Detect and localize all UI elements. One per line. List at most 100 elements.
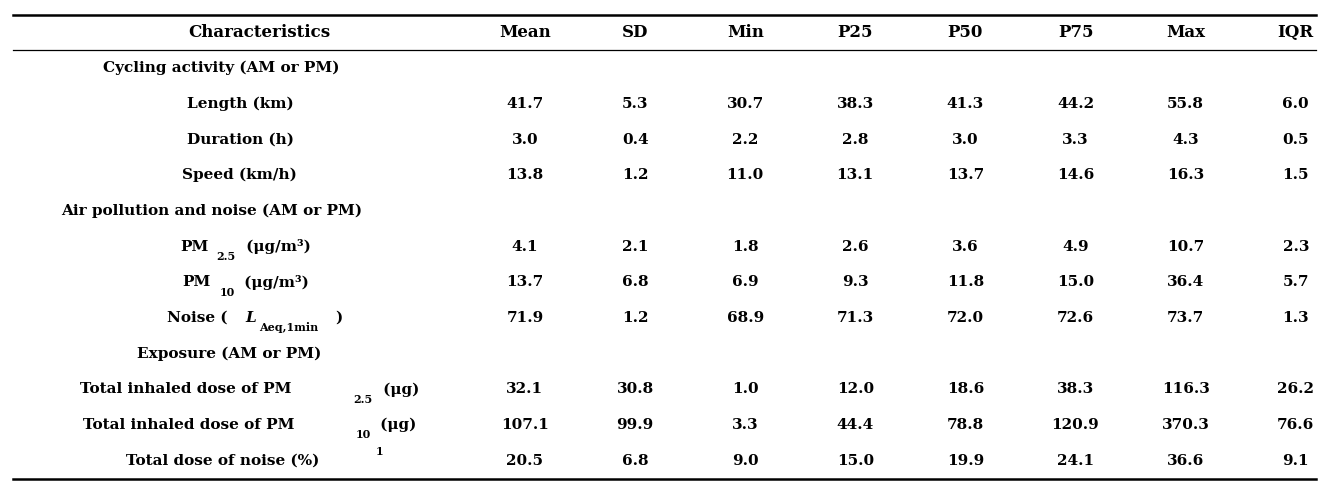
Text: 12.0: 12.0 [837,382,874,397]
Text: Total inhaled dose of PM: Total inhaled dose of PM [80,382,292,397]
Text: 4.9: 4.9 [1062,240,1088,254]
Text: 1.5: 1.5 [1282,168,1309,182]
Text: 30.7: 30.7 [727,97,764,111]
Text: 11.0: 11.0 [727,168,764,182]
Text: ): ) [335,311,343,325]
Text: 36.6: 36.6 [1167,454,1204,468]
Text: SD: SD [622,24,649,41]
Text: 71.3: 71.3 [837,311,874,325]
Text: 5.7: 5.7 [1282,276,1309,289]
Text: 72.0: 72.0 [946,311,983,325]
Text: 1.8: 1.8 [732,240,759,254]
Text: 0.4: 0.4 [622,133,649,147]
Text: 41.7: 41.7 [506,97,544,111]
Text: 1.2: 1.2 [622,168,649,182]
Text: 2.5: 2.5 [217,251,235,262]
Text: Characteristics: Characteristics [189,24,330,41]
Text: 2.5: 2.5 [354,394,372,405]
Text: P25: P25 [837,24,873,41]
Text: 1.2: 1.2 [622,311,649,325]
Text: 0.5: 0.5 [1282,133,1309,147]
Text: 41.3: 41.3 [946,97,983,111]
Text: 5.3: 5.3 [622,97,649,111]
Text: 4.1: 4.1 [512,240,538,254]
Text: 32.1: 32.1 [506,382,544,397]
Text: 44.4: 44.4 [837,418,874,432]
Text: 2.8: 2.8 [843,133,869,147]
Text: 3.0: 3.0 [952,133,978,147]
Text: 9.1: 9.1 [1282,454,1309,468]
Text: 9.0: 9.0 [732,454,759,468]
Text: Aeq,1min: Aeq,1min [259,322,318,333]
Text: 3.6: 3.6 [952,240,978,254]
Text: P50: P50 [948,24,983,41]
Text: 6.8: 6.8 [622,454,649,468]
Text: 13.1: 13.1 [837,168,874,182]
Text: 76.6: 76.6 [1277,418,1314,432]
Text: 71.9: 71.9 [506,311,544,325]
Text: 16.3: 16.3 [1167,168,1204,182]
Text: 2.3: 2.3 [1282,240,1309,254]
Text: 36.4: 36.4 [1167,276,1204,289]
Text: Mean: Mean [500,24,550,41]
Text: 44.2: 44.2 [1057,97,1094,111]
Text: 2.2: 2.2 [732,133,759,147]
Text: 19.9: 19.9 [946,454,983,468]
Text: 2.6: 2.6 [843,240,869,254]
Text: 38.3: 38.3 [1057,382,1094,397]
Text: 24.1: 24.1 [1057,454,1094,468]
Text: 13.7: 13.7 [506,276,544,289]
Text: (μg/m³): (μg/m³) [242,239,311,254]
Text: 6.9: 6.9 [732,276,759,289]
Text: 30.8: 30.8 [617,382,654,397]
Text: 78.8: 78.8 [946,418,983,432]
Text: PM: PM [179,240,209,254]
Text: Total inhaled dose of PM: Total inhaled dose of PM [82,418,294,432]
Text: 4.3: 4.3 [1172,133,1199,147]
Text: 99.9: 99.9 [617,418,654,432]
Text: 1.0: 1.0 [732,382,759,397]
Text: (μg/m³): (μg/m³) [239,275,308,290]
Text: Noise (: Noise ( [167,311,227,325]
Text: 3.3: 3.3 [1062,133,1088,147]
Text: 107.1: 107.1 [501,418,549,432]
Text: 6.8: 6.8 [622,276,649,289]
Text: 2.1: 2.1 [622,240,649,254]
Text: 11.8: 11.8 [946,276,983,289]
Text: 55.8: 55.8 [1167,97,1204,111]
Text: Speed (km/h): Speed (km/h) [182,168,296,182]
Text: 116.3: 116.3 [1162,382,1209,397]
Text: Air pollution and noise (AM or PM): Air pollution and noise (AM or PM) [61,204,363,218]
Text: 6.0: 6.0 [1282,97,1309,111]
Text: Duration (h): Duration (h) [187,133,294,147]
Text: 3.3: 3.3 [732,418,759,432]
Text: 13.8: 13.8 [506,168,544,182]
Text: Exposure (AM or PM): Exposure (AM or PM) [137,347,322,361]
Text: 15.0: 15.0 [837,454,874,468]
Text: 15.0: 15.0 [1057,276,1094,289]
Text: 10: 10 [356,429,371,440]
Text: 1.3: 1.3 [1282,311,1309,325]
Text: Length (km): Length (km) [187,97,294,111]
Text: 68.9: 68.9 [727,311,764,325]
Text: 18.6: 18.6 [946,382,983,397]
Text: 20.5: 20.5 [506,454,544,468]
Text: 26.2: 26.2 [1277,382,1314,397]
Text: 73.7: 73.7 [1167,311,1204,325]
Text: Cycling activity (AM or PM): Cycling activity (AM or PM) [104,61,340,75]
Text: 10: 10 [219,287,234,297]
Text: (μg): (μg) [375,418,417,433]
Text: 120.9: 120.9 [1051,418,1099,432]
Text: 370.3: 370.3 [1162,418,1209,432]
Text: L: L [245,311,255,325]
Text: Total dose of noise (%): Total dose of noise (%) [126,454,319,468]
Text: 14.6: 14.6 [1057,168,1094,182]
Text: 3.0: 3.0 [512,133,538,147]
Text: (μg): (μg) [377,382,420,397]
Text: 9.3: 9.3 [843,276,869,289]
Text: 72.6: 72.6 [1057,311,1094,325]
Text: 1: 1 [376,446,383,457]
Text: P75: P75 [1058,24,1094,41]
Text: 38.3: 38.3 [837,97,874,111]
Text: Max: Max [1166,24,1205,41]
